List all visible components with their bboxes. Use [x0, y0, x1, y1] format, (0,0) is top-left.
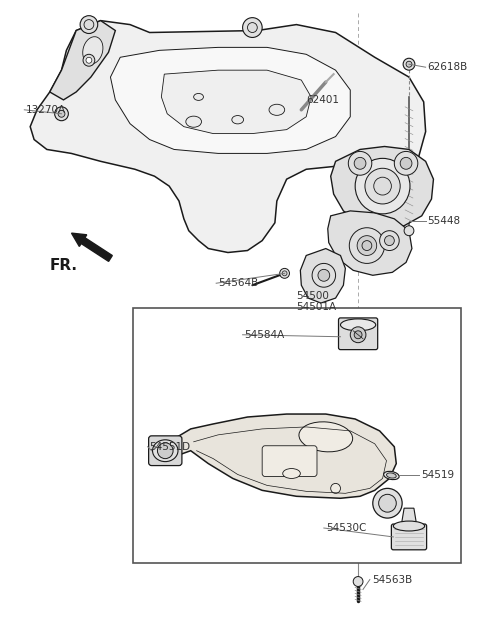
Circle shape: [280, 268, 289, 278]
Circle shape: [331, 483, 340, 494]
Text: 54501A: 54501A: [297, 302, 336, 312]
Circle shape: [374, 177, 391, 195]
Polygon shape: [174, 414, 396, 499]
Circle shape: [403, 58, 415, 70]
Circle shape: [83, 54, 95, 66]
Circle shape: [248, 23, 257, 33]
Circle shape: [353, 576, 363, 587]
Ellipse shape: [83, 36, 103, 64]
Circle shape: [350, 327, 366, 342]
Circle shape: [348, 151, 372, 175]
Circle shape: [379, 494, 396, 512]
Circle shape: [357, 236, 377, 255]
Circle shape: [55, 107, 68, 121]
Text: 62401: 62401: [306, 95, 339, 105]
Polygon shape: [50, 20, 115, 100]
Polygon shape: [161, 70, 311, 134]
FancyArrow shape: [72, 233, 112, 262]
Circle shape: [84, 20, 94, 30]
FancyBboxPatch shape: [391, 524, 427, 550]
Ellipse shape: [384, 471, 399, 479]
Ellipse shape: [193, 93, 204, 101]
Ellipse shape: [232, 115, 243, 124]
Ellipse shape: [386, 473, 396, 478]
Circle shape: [355, 159, 410, 214]
FancyBboxPatch shape: [262, 445, 317, 476]
Circle shape: [365, 168, 400, 204]
Circle shape: [58, 110, 65, 117]
Text: 54500: 54500: [297, 291, 329, 301]
Circle shape: [373, 489, 402, 518]
Text: 54564B: 54564B: [218, 278, 258, 288]
Circle shape: [312, 263, 336, 287]
Ellipse shape: [340, 319, 376, 331]
FancyBboxPatch shape: [338, 318, 378, 350]
Ellipse shape: [283, 468, 300, 478]
Text: 54584A: 54584A: [244, 329, 285, 340]
Circle shape: [354, 157, 366, 169]
Polygon shape: [401, 508, 417, 526]
Bar: [133, 308, 461, 563]
Circle shape: [354, 331, 362, 339]
Ellipse shape: [393, 521, 425, 531]
Circle shape: [404, 226, 414, 236]
Ellipse shape: [153, 440, 178, 462]
Circle shape: [406, 61, 412, 67]
Polygon shape: [331, 146, 433, 229]
Circle shape: [242, 18, 262, 38]
Circle shape: [86, 57, 92, 63]
Text: 54563B: 54563B: [372, 574, 412, 584]
Circle shape: [80, 15, 98, 33]
Text: 54519: 54519: [421, 471, 454, 481]
Circle shape: [400, 157, 412, 169]
Polygon shape: [30, 20, 426, 252]
Circle shape: [394, 151, 418, 175]
Ellipse shape: [299, 422, 353, 452]
Circle shape: [384, 236, 394, 246]
Circle shape: [282, 271, 287, 276]
Text: 55448: 55448: [428, 216, 461, 226]
Polygon shape: [110, 48, 350, 154]
Text: 54551D: 54551D: [150, 442, 191, 452]
Ellipse shape: [269, 104, 285, 115]
Text: 54530C: 54530C: [326, 523, 366, 533]
Circle shape: [318, 270, 330, 281]
Text: FR.: FR.: [50, 258, 78, 273]
Text: 62618B: 62618B: [428, 62, 468, 72]
Circle shape: [380, 231, 399, 251]
Circle shape: [362, 241, 372, 251]
Ellipse shape: [186, 116, 202, 127]
Circle shape: [349, 228, 384, 263]
FancyBboxPatch shape: [149, 436, 182, 466]
Text: 13270A: 13270A: [26, 105, 66, 115]
Polygon shape: [300, 249, 346, 303]
Polygon shape: [328, 211, 412, 275]
Circle shape: [157, 443, 173, 458]
